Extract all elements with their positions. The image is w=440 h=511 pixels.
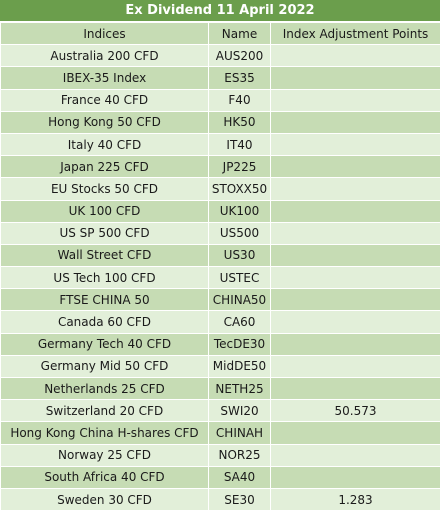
cell-name: US500 [209,222,271,244]
cell-name: TecDE30 [209,333,271,355]
cell-adjustment-points [271,133,440,155]
cell-index: Italy 40 CFD [1,133,209,155]
cell-name: CHINAH [209,422,271,444]
cell-adjustment-points [271,89,440,111]
cell-name: JP225 [209,156,271,178]
cell-index: Wall Street CFD [1,244,209,266]
cell-index: Sweden 30 CFD [1,488,209,510]
cell-adjustment-points [271,267,440,289]
cell-adjustment-points [271,289,440,311]
cell-adjustment-points [271,222,440,244]
cell-index: Norway 25 CFD [1,444,209,466]
cell-name: HK50 [209,111,271,133]
cell-name: IT40 [209,133,271,155]
cell-adjustment-points [271,422,440,444]
cell-adjustment-points [271,111,440,133]
cell-index: US SP 500 CFD [1,222,209,244]
cell-name: STOXX50 [209,178,271,200]
cell-index: IBEX-35 Index [1,67,209,89]
cell-index: Germany Tech 40 CFD [1,333,209,355]
cell-name: CHINA50 [209,289,271,311]
sheet-title: Ex Dividend 11 April 2022 [0,0,440,22]
cell-index: Hong Kong 50 CFD [1,111,209,133]
cell-index: EU Stocks 50 CFD [1,178,209,200]
cell-adjustment-points [271,378,440,400]
cell-adjustment-points [271,67,440,89]
cell-adjustment-points [271,355,440,377]
header-row: Indices Name Index Adjustment Points [1,23,440,45]
cell-name: SE30 [209,488,271,510]
cell-name: F40 [209,89,271,111]
cell-name: ES35 [209,67,271,89]
cell-name: AUS200 [209,45,271,67]
cell-name: CA60 [209,311,271,333]
cell-index: France 40 CFD [1,89,209,111]
cell-name: NETH25 [209,378,271,400]
header-adjustment-points: Index Adjustment Points [271,23,440,45]
cell-adjustment-points [271,333,440,355]
cell-adjustment-points [271,200,440,222]
dividend-table: Indices Name Index Adjustment Points Aus… [0,22,440,511]
cell-adjustment-points: 50.573 [271,400,440,422]
cell-index: FTSE CHINA 50 [1,289,209,311]
cell-name: USTEC [209,267,271,289]
cell-name: UK100 [209,200,271,222]
cell-adjustment-points [271,244,440,266]
cell-name: US30 [209,244,271,266]
cell-index: US Tech 100 CFD [1,267,209,289]
cell-adjustment-points: 1.283 [271,488,440,510]
cell-name: NOR25 [209,444,271,466]
cell-index: Japan 225 CFD [1,156,209,178]
cell-name: MidDE50 [209,355,271,377]
cell-index: Switzerland 20 CFD [1,400,209,422]
cell-index: Netherlands 25 CFD [1,378,209,400]
cell-adjustment-points [271,156,440,178]
dividend-sheet: Ex Dividend 11 April 2022 Indices Name I… [0,0,440,470]
cell-adjustment-points [271,178,440,200]
cell-adjustment-points [271,45,440,67]
cell-adjustment-points [271,311,440,333]
header-indices: Indices [1,23,209,45]
cell-name: SWI20 [209,400,271,422]
cell-index: Germany Mid 50 CFD [1,355,209,377]
cell-index: Australia 200 CFD [1,45,209,67]
cell-index: Hong Kong China H-shares CFD [1,422,209,444]
cell-adjustment-points [271,444,440,466]
header-name: Name [209,23,271,45]
cell-index: Canada 60 CFD [1,311,209,333]
cell-index: UK 100 CFD [1,200,209,222]
